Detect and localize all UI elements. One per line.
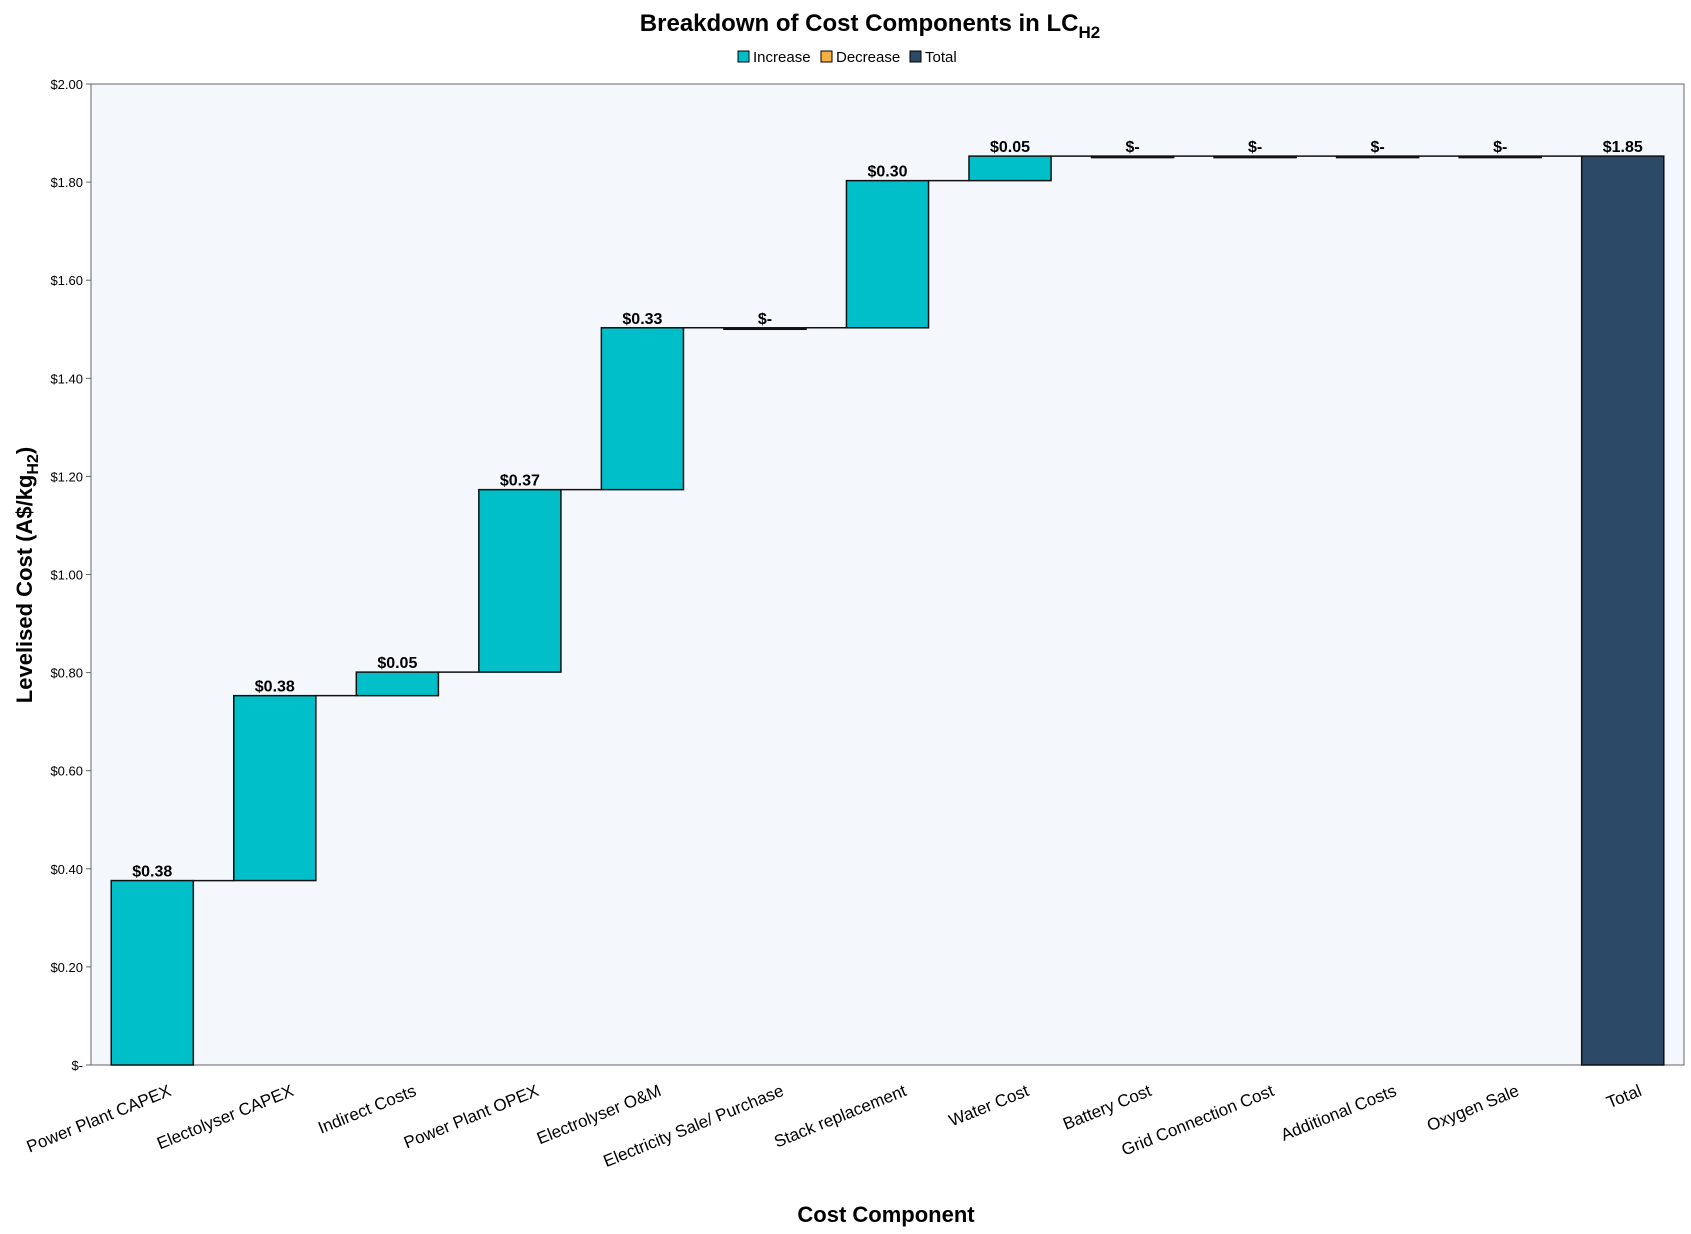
- y-tick-label: $0.80: [50, 666, 83, 681]
- x-tick-label: Battery Cost: [1060, 1081, 1154, 1134]
- data-label: $-: [1371, 139, 1385, 156]
- y-tick-label: $1.00: [50, 568, 83, 583]
- bar-battery-cost: [1090, 155, 1175, 159]
- bar-total: [1580, 155, 1665, 1066]
- data-label: $0.05: [990, 139, 1030, 156]
- y-axis-title: Levelised Cost (A$/kgH2): [12, 447, 42, 703]
- data-label: $-: [1493, 139, 1507, 156]
- x-tick-label: Water Cost: [946, 1081, 1032, 1130]
- y-tick-label: $1.40: [50, 371, 83, 386]
- bar-oxygen-sale: [1458, 155, 1542, 159]
- y-tick-label: $-: [71, 1058, 83, 1073]
- bar-power-plant-capex: [110, 879, 195, 1066]
- legend: Increase Decrease Total: [737, 49, 957, 66]
- x-tick-label: Oxygen Sale: [1424, 1081, 1521, 1135]
- x-axis-title: Cost Component: [797, 1202, 975, 1227]
- data-label: $0.38: [132, 864, 172, 881]
- bar-water-cost: [968, 155, 1052, 182]
- y-tick-label: $1.20: [50, 469, 83, 484]
- y-axis: $- $0.20 $0.40 $0.60 $0.80 $1.00 $1.20 $1.40 $1.…: [50, 77, 91, 1073]
- chart-title: Breakdown of Cost Components in LCH2: [640, 10, 1100, 42]
- data-label: $0.33: [622, 311, 662, 328]
- data-label: $-: [1125, 139, 1139, 156]
- data-label: $-: [1248, 139, 1262, 156]
- bar-power-plant-opex: [478, 488, 562, 673]
- bar-electricity-sale-purchase: [723, 327, 807, 331]
- y-tick-label: $1.80: [50, 175, 83, 190]
- bar-electolyser-capex: [233, 694, 317, 882]
- data-label: $1.85: [1603, 139, 1643, 156]
- connectors: [193, 155, 1582, 882]
- x-tick-label: Total: [1604, 1081, 1644, 1112]
- data-labels: $0.38 $0.38 $0.05 $0.37 $0.33 $- $0.30 $0.05 $- $…: [132, 139, 1643, 880]
- x-tick-label: Indirect Costs: [315, 1081, 418, 1138]
- legend-swatch-total: [909, 50, 922, 63]
- y-tick-label: $0.60: [50, 764, 83, 779]
- x-tick-label: Power Plant OPEX: [401, 1081, 541, 1152]
- legend-label-decrease: Decrease: [836, 49, 900, 66]
- x-tick-label: Electolyser CAPEX: [154, 1081, 296, 1153]
- y-tick-label: $1.60: [50, 273, 83, 288]
- bar-electrolyser-o-m: [600, 327, 685, 491]
- bar-grid-connection-cost: [1213, 155, 1297, 159]
- legend-swatch-decrease: [820, 50, 833, 63]
- data-label: $0.05: [377, 655, 417, 672]
- data-label: $-: [758, 311, 772, 328]
- legend-label-increase: Increase: [753, 49, 811, 66]
- y-tick-label: $2.00: [50, 77, 83, 92]
- legend-swatch-increase: [737, 50, 750, 63]
- y-tick-label: $0.40: [50, 862, 83, 877]
- x-tick-label: Additional Costs: [1278, 1081, 1399, 1145]
- bars: [110, 155, 1665, 1066]
- y-tick-label: $0.20: [50, 960, 83, 975]
- legend-label-total: Total: [925, 49, 957, 66]
- data-label: $0.30: [867, 164, 907, 181]
- data-label: $0.38: [255, 679, 295, 696]
- x-tick-label: Stack replacement: [771, 1081, 909, 1151]
- data-label: $0.37: [500, 473, 540, 490]
- bar-indirect-costs: [355, 671, 440, 697]
- bar-additional-costs: [1335, 155, 1420, 159]
- x-tick-label: Power Plant CAPEX: [24, 1081, 174, 1156]
- bar-stack-replacement: [845, 179, 930, 329]
